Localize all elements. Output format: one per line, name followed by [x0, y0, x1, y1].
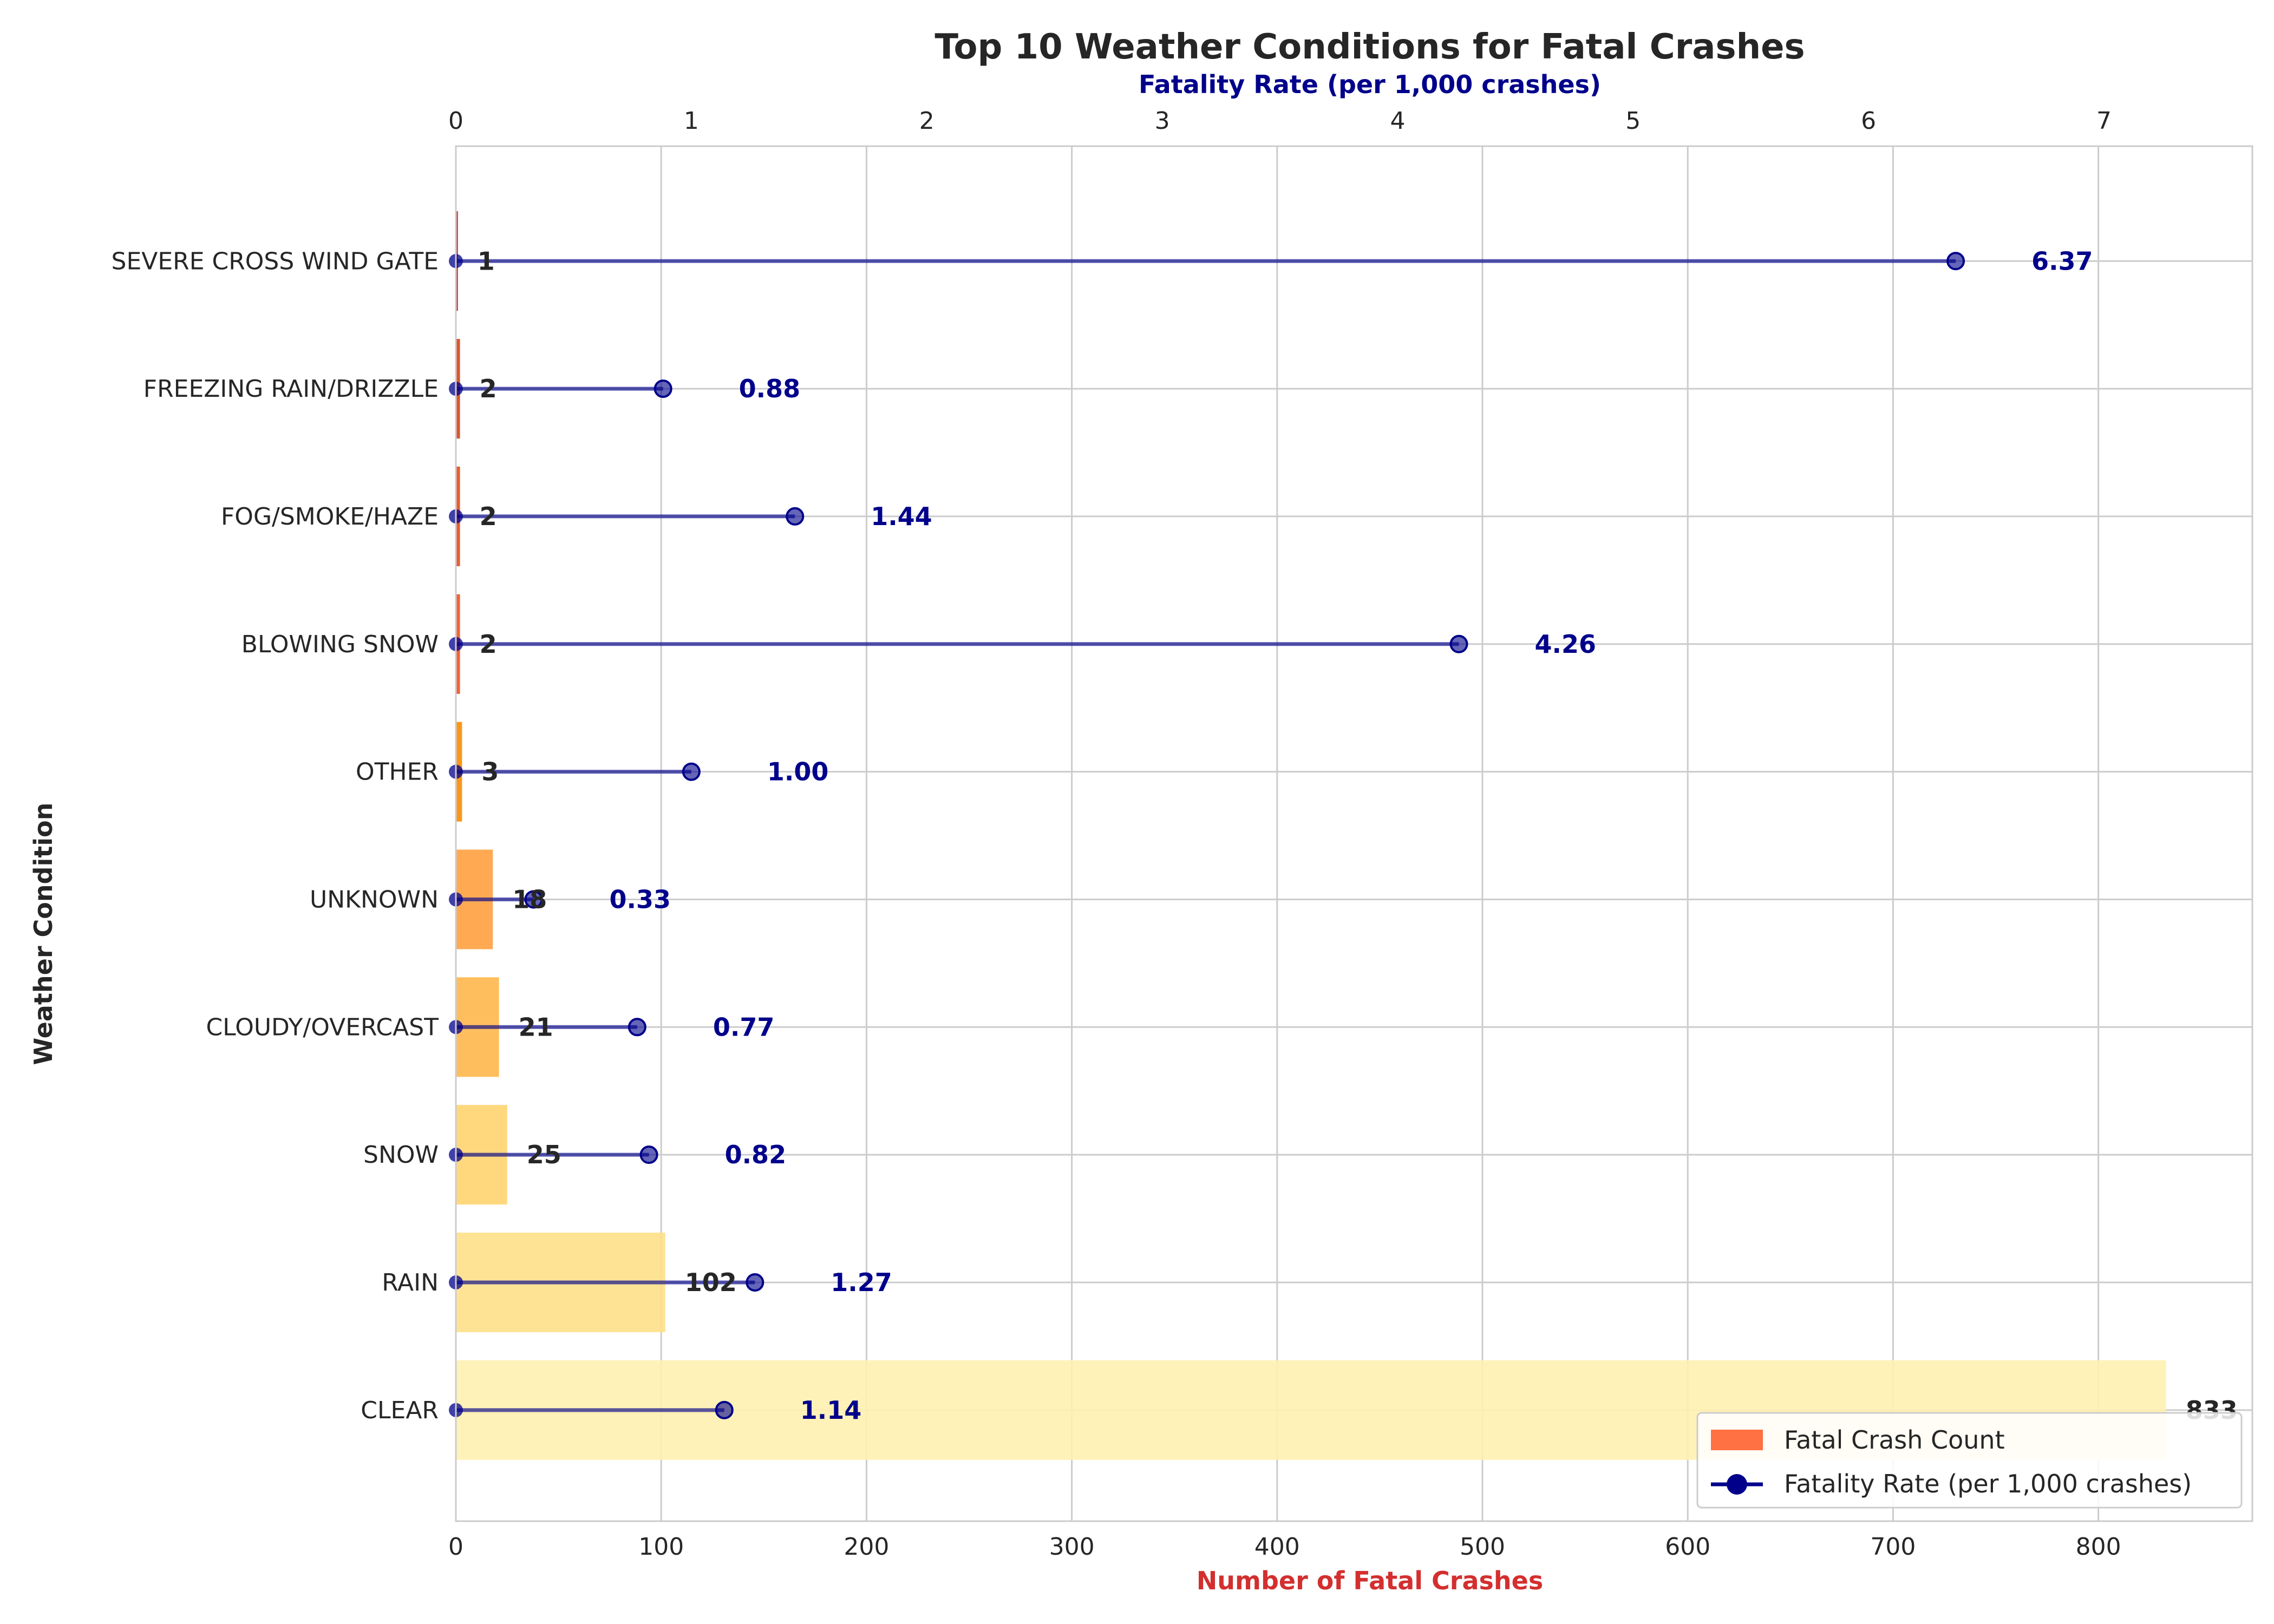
value-labels: 122231821251028336.370.881.444.261.000.3…: [478, 246, 2238, 1425]
rate-point: [1449, 634, 1468, 653]
category-label: RAIN: [382, 1269, 439, 1296]
category-label: SNOW: [363, 1141, 439, 1169]
legend-swatch-bar: [1711, 1430, 1763, 1450]
legend-entry-rate: Fatality Rate (per 1,000 crashes): [1784, 1469, 2192, 1498]
count-label: 3: [481, 757, 499, 787]
top-axis-label: Fatality Rate (per 1,000 crashes): [1139, 70, 1601, 99]
rate-label: 1.44: [871, 502, 932, 531]
count-label: 2: [480, 374, 497, 403]
legend-box: [1696, 1412, 2243, 1509]
x-tick-label: 500: [1460, 1533, 1505, 1561]
x2-tick-label: 1: [684, 107, 699, 135]
category-label: UNKNOWN: [310, 886, 439, 913]
rate-point: [524, 890, 543, 909]
rate-point: [1946, 252, 1965, 271]
count-label: 18: [512, 885, 547, 914]
legend-entry-count: Fatal Crash Count: [1784, 1425, 2005, 1455]
category-label: BLOWING SNOW: [241, 631, 439, 658]
rate-label: 0.77: [713, 1012, 775, 1042]
rate-point: [639, 1145, 658, 1164]
category-label: FREEZING RAIN/DRIZZLE: [143, 375, 439, 403]
rate-label: 4.26: [1535, 630, 1597, 659]
category-label: FOG/SMOKE/HAZE: [221, 503, 439, 531]
rate-point: [682, 762, 701, 781]
x-tick-label: 700: [1870, 1533, 1916, 1561]
x-tick-label: 100: [638, 1533, 684, 1561]
x2-tick-label: 3: [1155, 107, 1170, 135]
rate-point: [654, 379, 672, 398]
count-label: 102: [685, 1268, 737, 1297]
x-tick-label: 300: [1049, 1533, 1095, 1561]
category-label: OTHER: [356, 758, 439, 786]
rate-label: 6.37: [2031, 246, 2093, 276]
legend-swatch-marker: [1727, 1474, 1747, 1495]
x2-tick-label: 6: [1861, 107, 1876, 135]
category-label: SEVERE CROSS WIND GATE: [112, 247, 439, 275]
rate-point: [786, 507, 805, 526]
count-label: 25: [527, 1140, 561, 1169]
rate-point: [628, 1018, 646, 1037]
x2-tick-label: 7: [2096, 107, 2112, 135]
category-label: CLOUDY/OVERCAST: [206, 1013, 439, 1041]
x-tick-label: 800: [2076, 1533, 2121, 1561]
x2-tick-label: 2: [919, 107, 935, 135]
rate-label: 0.33: [610, 885, 671, 914]
x2-tick-label: 4: [1390, 107, 1405, 135]
x2-tick-label: 0: [448, 107, 463, 135]
rate-label: 0.82: [725, 1140, 787, 1169]
x-tick-label: 400: [1254, 1533, 1300, 1561]
legend: Fatal Crash Count Fatality Rate (per 1,0…: [1696, 1412, 2243, 1509]
tick-labels: 0 100 200 300 400 500 600 700 800 0 1 2 3 4 5 6 7 SEVERE …: [112, 107, 2121, 1561]
chart-title: Top 10 Weather Conditions for Fatal Cras…: [935, 27, 1805, 67]
category-label: CLEAR: [361, 1397, 439, 1424]
count-label: 2: [480, 502, 497, 531]
rate-label: 1.14: [800, 1396, 862, 1425]
bottom-axis-label: Number of Fatal Crashes: [1197, 1566, 1543, 1595]
count-label: 1: [478, 246, 495, 276]
count-label: 21: [519, 1012, 553, 1042]
rate-label: 1.00: [767, 757, 829, 787]
y-axis-label: Weather Condition: [29, 803, 58, 1065]
count-label: 2: [480, 630, 497, 659]
x-tick-label: 200: [844, 1533, 889, 1561]
rate-point: [715, 1400, 734, 1419]
plot-frame: [455, 145, 2253, 1522]
rate-lollipops: [449, 252, 1965, 1419]
x-tick-label: 600: [1665, 1533, 1710, 1561]
rate-label: 1.27: [831, 1268, 892, 1297]
x2-tick-label: 5: [1625, 107, 1641, 135]
x-tick-label: 0: [448, 1533, 463, 1561]
rate-point: [746, 1273, 764, 1292]
rate-label: 0.88: [739, 374, 801, 403]
